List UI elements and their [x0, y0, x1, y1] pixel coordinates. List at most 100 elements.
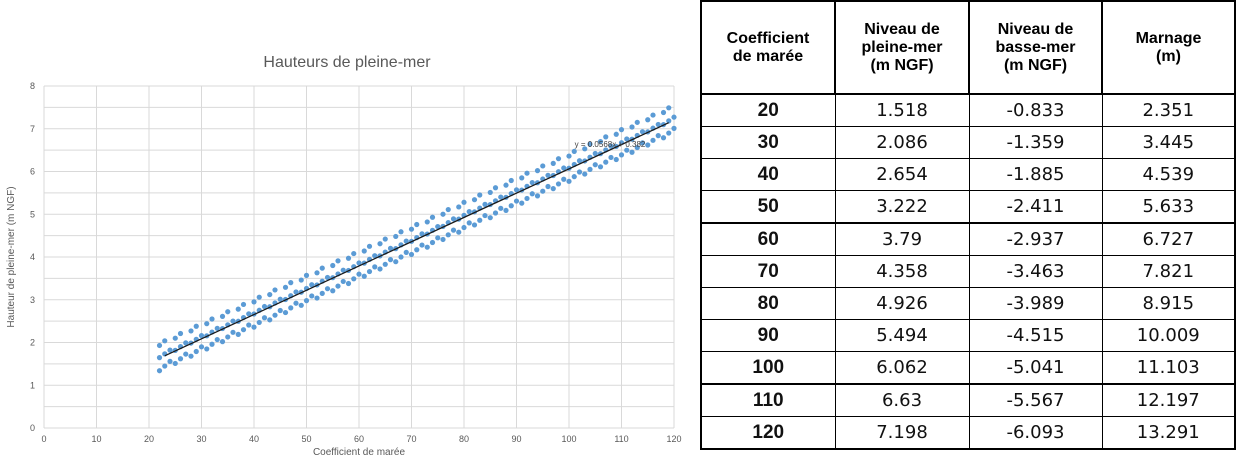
- cell-high-water: 3.79: [834, 222, 970, 256]
- cell-low-water: -5.041: [968, 351, 1103, 385]
- data-point: [645, 142, 651, 148]
- data-point: [361, 273, 367, 279]
- data-point: [398, 229, 404, 235]
- data-point: [634, 144, 640, 151]
- cell-high-water: 4.358: [834, 255, 970, 288]
- data-point: [529, 191, 535, 197]
- data-point: [219, 313, 226, 319]
- data-point: [671, 114, 677, 120]
- data-point: [650, 137, 656, 143]
- cell-tidal-range: 7.821: [1101, 255, 1236, 288]
- data-point: [198, 333, 205, 339]
- data-point: [597, 138, 604, 145]
- data-point: [204, 346, 210, 352]
- cell-tidal-range: 3.445: [1101, 126, 1236, 159]
- cell-high-water: 3.222: [834, 190, 970, 224]
- table-row: 90 5.494 -4.515 10.009: [700, 319, 1236, 352]
- x-tick-label: 80: [459, 434, 469, 444]
- y-tick-label: 6: [30, 167, 35, 177]
- tide-coefficient-table: Coefficient de marée Niveau de pleine-mer(…: [700, 0, 1236, 450]
- cell-coefficient: 60: [700, 222, 836, 256]
- data-point: [508, 203, 514, 209]
- cell-tidal-range: 2.351: [1101, 93, 1236, 127]
- data-point: [529, 179, 535, 186]
- x-tick-label: 90: [511, 434, 521, 444]
- x-tick-label: 10: [91, 434, 101, 444]
- table-row: 50 3.222 -2.411 5.633: [700, 190, 1236, 224]
- data-point: [261, 315, 268, 321]
- data-point: [303, 272, 310, 278]
- data-point: [624, 147, 630, 153]
- chart-svg: 0 10 20 30 40 50 60 70 80 90 100 110 120 0 1 2 3 4 5 6 7 8 y =…: [6, 54, 682, 457]
- data-point: [188, 353, 194, 359]
- data-point: [267, 317, 273, 323]
- y-axis-label: Hauteur de pleine-mer (m NGF): [6, 186, 17, 327]
- trendline: [164, 122, 670, 357]
- cell-low-water: -0.833: [968, 93, 1103, 127]
- data-point: [319, 290, 325, 296]
- data-point: [414, 247, 420, 253]
- data-point: [298, 302, 304, 308]
- cell-coefficient: 40: [700, 158, 836, 191]
- data-point: [282, 284, 289, 290]
- cell-low-water: -1.885: [968, 158, 1103, 191]
- x-tick-label: 120: [666, 434, 681, 444]
- data-point: [198, 344, 205, 350]
- data-point: [408, 226, 415, 232]
- data-point: [408, 251, 415, 258]
- data-point: [377, 241, 383, 247]
- x-tick-label: 110: [614, 434, 628, 444]
- data-point: [550, 186, 556, 192]
- header-tidal-range: Marnage (m): [1101, 0, 1236, 95]
- data-point: [377, 266, 383, 272]
- data-point: [356, 260, 362, 266]
- data-point: [209, 316, 215, 322]
- cell-low-water: -2.411: [968, 190, 1103, 224]
- data-point: [188, 328, 194, 334]
- data-point: [666, 118, 672, 124]
- data-point: [566, 153, 572, 159]
- data-point: [524, 170, 530, 176]
- data-point: [167, 347, 173, 353]
- data-point: [456, 229, 462, 235]
- data-point: [225, 309, 231, 315]
- cell-coefficient: 90: [700, 319, 836, 352]
- data-point: [582, 146, 588, 152]
- data-point: [624, 136, 630, 142]
- data-point: [477, 217, 483, 223]
- y-tick-label: 0: [30, 423, 35, 433]
- data-point: [382, 261, 388, 267]
- y-tick-label: 3: [30, 295, 35, 305]
- data-point: [214, 325, 220, 331]
- cell-tidal-range: 6.727: [1101, 222, 1236, 256]
- data-point: [314, 295, 320, 301]
- data-point: [235, 306, 241, 312]
- cell-high-water: 6.63: [834, 383, 970, 417]
- data-point: [246, 311, 252, 317]
- data-point: [219, 339, 226, 345]
- data-point: [466, 209, 472, 215]
- data-point: [503, 182, 509, 188]
- data-point: [545, 172, 551, 178]
- chart-title: Hauteurs de pleine-mer: [263, 54, 431, 71]
- cell-coefficient: 110: [700, 383, 836, 417]
- data-point: [545, 183, 551, 190]
- data-point: [277, 307, 283, 314]
- data-point: [309, 293, 315, 299]
- data-point: [456, 204, 462, 210]
- data-point: [650, 112, 656, 118]
- data-point: [156, 355, 163, 361]
- data-point: [498, 205, 504, 211]
- data-point: [282, 309, 289, 316]
- data-point: [345, 280, 352, 287]
- table-body: 20 1.518 -0.833 2.351 30 2.086 -1.359 3.445 40 2.…: [700, 93, 1236, 450]
- data-point: [256, 319, 262, 326]
- header-coefficient: Coefficient de marée: [700, 0, 836, 95]
- data-point: [471, 222, 478, 228]
- data-point: [372, 253, 378, 259]
- data-point: [508, 177, 514, 184]
- data-point: [156, 368, 163, 374]
- data-point: [156, 342, 163, 349]
- cell-low-water: -3.463: [968, 255, 1103, 288]
- data-point: [204, 321, 210, 327]
